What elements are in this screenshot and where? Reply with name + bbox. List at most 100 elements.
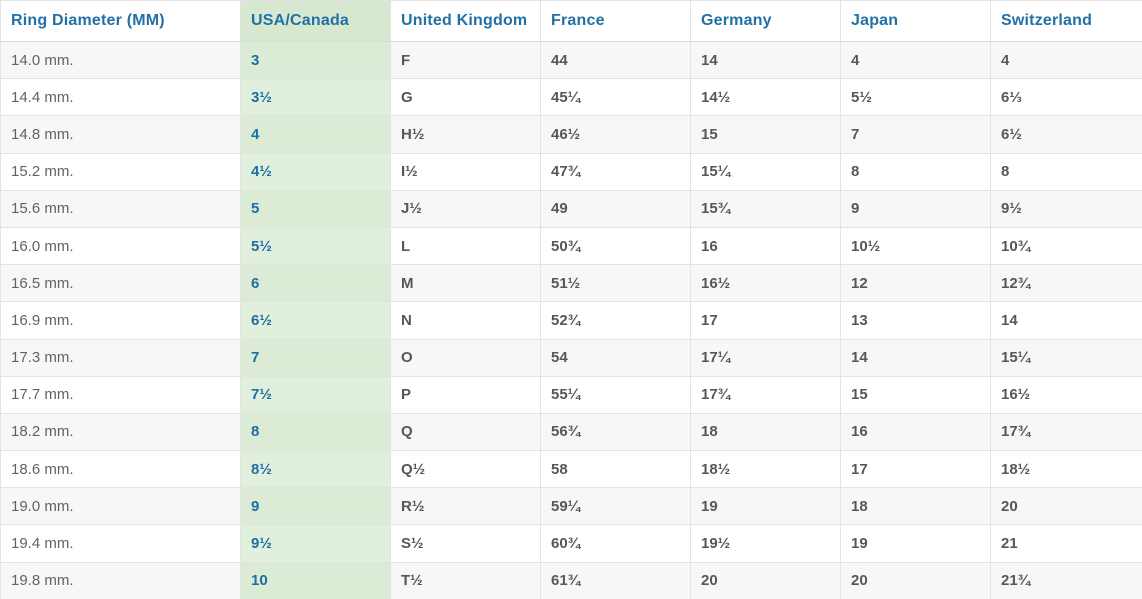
size-value-cell: 13 xyxy=(840,301,991,340)
size-value-cell: 15¼ xyxy=(990,338,1142,377)
ring-diameter-cell: 14.8 mm. xyxy=(0,115,241,154)
size-value-cell: 20 xyxy=(840,561,991,599)
table-row: 18.6 mm. 8½ Q½ 58 18½ 17 18½ xyxy=(0,450,1142,489)
size-value-cell: 14½ xyxy=(690,78,841,117)
table-row: 18.2 mm. 8 Q 56¾ 18 16 17¾ xyxy=(0,412,1142,452)
column-header-usa-canada: USA/Canada xyxy=(240,0,391,42)
size-value-cell: 4 xyxy=(840,40,991,80)
size-value-cell: 49 xyxy=(540,189,691,228)
size-value-cell: 6½ xyxy=(990,115,1142,154)
size-value-cell: O xyxy=(390,338,541,377)
size-value-cell: 3 xyxy=(240,40,391,80)
size-value-cell: 7 xyxy=(840,115,991,154)
size-value-cell: 15 xyxy=(690,115,841,154)
size-value-cell: 6 xyxy=(240,264,391,303)
ring-diameter-cell: 16.5 mm. xyxy=(0,264,241,303)
size-value-cell: 10 xyxy=(240,561,391,599)
table-row: 16.0 mm. 5½ L 50¾ 16 10½ 10¾ xyxy=(0,226,1142,266)
size-value-cell: 8 xyxy=(990,152,1142,191)
column-header-france: France xyxy=(540,0,691,42)
size-value-cell: 50¾ xyxy=(540,226,691,266)
size-value-cell: G xyxy=(390,78,541,117)
size-value-cell: 17¾ xyxy=(690,375,841,414)
ring-diameter-cell: 18.6 mm. xyxy=(0,450,241,489)
size-value-cell: N xyxy=(390,301,541,340)
size-value-cell: 9½ xyxy=(990,189,1142,228)
ring-diameter-cell: 16.0 mm. xyxy=(0,226,241,266)
size-value-cell: 4½ xyxy=(240,152,391,191)
size-value-cell: 52¾ xyxy=(540,301,691,340)
size-value-cell: 15¾ xyxy=(690,189,841,228)
size-value-cell: 17 xyxy=(840,450,991,489)
size-value-cell: L xyxy=(390,226,541,266)
ring-diameter-cell: 14.4 mm. xyxy=(0,78,241,117)
size-value-cell: 10¾ xyxy=(990,226,1142,266)
size-value-cell: Q½ xyxy=(390,450,541,489)
table-row: 19.8 mm. 10 T½ 61¾ 20 20 21¾ xyxy=(0,561,1142,599)
size-value-cell: 60¾ xyxy=(540,524,691,563)
size-value-cell: 6⅓ xyxy=(990,78,1142,117)
table-row: 17.3 mm. 7 O 54 17¼ 14 15¼ xyxy=(0,338,1142,377)
ring-diameter-cell: 17.7 mm. xyxy=(0,375,241,414)
size-value-cell: 21¾ xyxy=(990,561,1142,599)
size-value-cell: 56¾ xyxy=(540,412,691,452)
size-value-cell: 12¾ xyxy=(990,264,1142,303)
size-value-cell: 7½ xyxy=(240,375,391,414)
column-header-germany: Germany xyxy=(690,0,841,42)
size-value-cell: R½ xyxy=(390,487,541,526)
table-row: 14.4 mm. 3½ G 45¼ 14½ 5½ 6⅓ xyxy=(0,78,1142,117)
ring-diameter-cell: 14.0 mm. xyxy=(0,40,241,80)
ring-diameter-cell: 15.6 mm. xyxy=(0,189,241,228)
ring-diameter-cell: 19.8 mm. xyxy=(0,561,241,599)
size-value-cell: P xyxy=(390,375,541,414)
size-value-cell: 61¾ xyxy=(540,561,691,599)
size-value-cell: 59¼ xyxy=(540,487,691,526)
size-value-cell: 20 xyxy=(690,561,841,599)
column-header-united-kingdom: United Kingdom xyxy=(390,0,541,42)
column-header-switzerland: Switzerland xyxy=(990,0,1142,42)
table-row: 17.7 mm. 7½ P 55¼ 17¾ 15 16½ xyxy=(0,375,1142,414)
size-value-cell: Q xyxy=(390,412,541,452)
size-value-cell: 45¼ xyxy=(540,78,691,117)
size-value-cell: 5½ xyxy=(840,78,991,117)
size-value-cell: 55¼ xyxy=(540,375,691,414)
size-value-cell: 4 xyxy=(990,40,1142,80)
size-value-cell: 51½ xyxy=(540,264,691,303)
table-row: 14.8 mm. 4 H½ 46½ 15 7 6½ xyxy=(0,115,1142,154)
table-row: 15.2 mm. 4½ I½ 47¾ 15¼ 8 8 xyxy=(0,152,1142,191)
ring-diameter-cell: 19.4 mm. xyxy=(0,524,241,563)
size-value-cell: I½ xyxy=(390,152,541,191)
column-header-japan: Japan xyxy=(840,0,991,42)
table-row: 16.5 mm. 6 M 51½ 16½ 12 12¾ xyxy=(0,264,1142,303)
size-value-cell: 19 xyxy=(840,524,991,563)
size-value-cell: F xyxy=(390,40,541,80)
size-value-cell: 9 xyxy=(840,189,991,228)
size-value-cell: 5 xyxy=(240,189,391,228)
size-value-cell: 47¾ xyxy=(540,152,691,191)
size-value-cell: 17¼ xyxy=(690,338,841,377)
size-value-cell: 16 xyxy=(840,412,991,452)
ring-diameter-cell: 18.2 mm. xyxy=(0,412,241,452)
size-value-cell: 17¾ xyxy=(990,412,1142,452)
size-value-cell: 9½ xyxy=(240,524,391,563)
table-row: 19.0 mm. 9 R½ 59¼ 19 18 20 xyxy=(0,487,1142,526)
size-value-cell: 10½ xyxy=(840,226,991,266)
table-row: 16.9 mm. 6½ N 52¾ 17 13 14 xyxy=(0,301,1142,340)
table-row: 19.4 mm. 9½ S½ 60¾ 19½ 19 21 xyxy=(0,524,1142,563)
size-value-cell: 4 xyxy=(240,115,391,154)
size-value-cell: 7 xyxy=(240,338,391,377)
size-value-cell: 16½ xyxy=(690,264,841,303)
size-value-cell: 20 xyxy=(990,487,1142,526)
size-value-cell: J½ xyxy=(390,189,541,228)
size-value-cell: 8 xyxy=(240,412,391,452)
size-value-cell: 21 xyxy=(990,524,1142,563)
table-row: 14.0 mm. 3 F 44 14 4 4 xyxy=(0,40,1142,80)
ring-diameter-cell: 15.2 mm. xyxy=(0,152,241,191)
ring-diameter-cell: 17.3 mm. xyxy=(0,338,241,377)
size-value-cell: 18½ xyxy=(990,450,1142,489)
size-value-cell: M xyxy=(390,264,541,303)
size-value-cell: 8½ xyxy=(240,450,391,489)
size-value-cell: 19 xyxy=(690,487,841,526)
